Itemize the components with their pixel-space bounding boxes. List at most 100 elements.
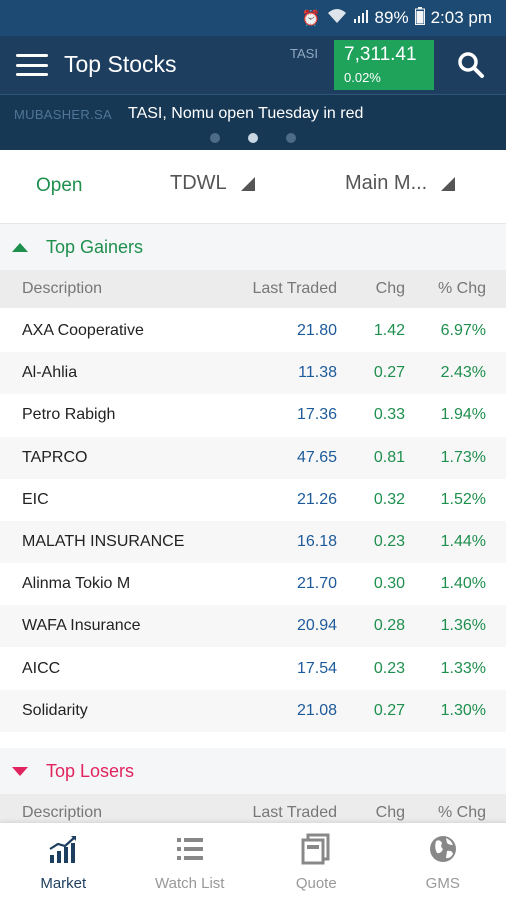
index-value: 7,311.41: [344, 44, 417, 65]
percent-change-value: 1.94%: [440, 406, 486, 424]
search-icon[interactable]: [456, 50, 486, 80]
filter-row: Open TDWL Main M...: [0, 150, 506, 224]
hamburger-menu-icon[interactable]: [16, 54, 48, 76]
last-traded-value: 17.54: [296, 659, 337, 677]
market-chart-icon: [49, 836, 77, 863]
change-value: 1.42: [373, 322, 405, 339]
index-ticker[interactable]: 7,311.41 0.02%: [334, 40, 434, 90]
nav-watch-list-label: Watch List: [155, 875, 225, 892]
caret-up-icon: [12, 242, 28, 252]
quote-icon: [301, 833, 330, 865]
stock-name: AICC: [22, 659, 61, 677]
table-row[interactable]: Petro Rabigh 17.36 0.33 1.94%: [0, 394, 506, 436]
change-value: 0.33: [373, 406, 405, 424]
col-pct-chg[interactable]: % Chg: [437, 280, 486, 297]
change-value: 0.23: [373, 533, 405, 550]
stock-name: Petro Rabigh: [22, 406, 116, 424]
stock-name: MALATH INSURANCE: [22, 533, 185, 550]
top-gainers-header[interactable]: Top Gainers: [0, 224, 506, 270]
exchange-dropdown[interactable]: TDWL: [170, 172, 255, 195]
clock: 2:03 pm: [430, 8, 492, 27]
dropdown-triangle-icon: [240, 176, 255, 191]
status-bar: ⏰ 89% 2:03 pm: [0, 0, 506, 36]
last-traded-value: 47.65: [296, 448, 337, 466]
table-row[interactable]: MALATH INSURANCE 16.18 0.23 1.44%: [0, 521, 506, 563]
col-last-traded[interactable]: Last Traded: [252, 280, 338, 297]
last-traded-value: 21.26: [296, 490, 337, 508]
table-row[interactable]: TAPRCO 47.65 0.81 1.73%: [0, 436, 506, 479]
col-chg[interactable]: Chg: [375, 280, 405, 297]
last-traded-value: 17.36: [296, 406, 337, 424]
last-traded-value: 21.08: [296, 701, 337, 719]
change-value: 0.30: [373, 575, 405, 593]
last-traded-value: 21.80: [296, 322, 337, 339]
change-value: 0.28: [373, 617, 405, 635]
table-row[interactable]: AICC 17.54 0.23 1.33%: [0, 648, 506, 690]
bottom-nav: Market Watch List Quote GMS: [0, 822, 506, 900]
carousel-dot[interactable]: [286, 133, 296, 143]
caret-down-icon: [12, 766, 28, 776]
news-ticker[interactable]: MUBASHER.SA TASI, Nomu open Tuesday in r…: [0, 94, 506, 150]
wifi-icon: [327, 8, 347, 28]
nav-quote[interactable]: Quote: [253, 823, 380, 900]
market-value: Main M...: [345, 172, 428, 194]
carousel-dots: [0, 133, 506, 143]
stock-name: AXA Cooperative: [22, 322, 144, 339]
top-gainers-title: Top Gainers: [46, 236, 144, 257]
table-row[interactable]: Solidarity 21.08 0.27 1.30%: [0, 689, 506, 732]
percent-change-value: 1.30%: [440, 701, 486, 719]
stock-name: Solidarity: [22, 701, 88, 719]
change-value: 0.23: [373, 659, 405, 677]
table-row[interactable]: EIC 21.26 0.32 1.52%: [0, 479, 506, 521]
news-headline[interactable]: TASI, Nomu open Tuesday in red: [128, 105, 364, 122]
top-losers-header[interactable]: Top Losers: [0, 748, 506, 794]
stock-name: Alinma Tokio M: [22, 575, 131, 593]
stock-name: Al-Ahlia: [22, 364, 78, 382]
last-traded-value: 16.18: [296, 533, 337, 550]
exchange-value: TDWL: [170, 172, 227, 194]
battery-icon: [414, 7, 425, 29]
change-value: 0.81: [373, 448, 405, 466]
market-dropdown[interactable]: Main M...: [345, 172, 456, 195]
carousel-dot-active[interactable]: [248, 133, 258, 143]
stock-name: TAPRCO: [22, 448, 88, 466]
carousel-dot[interactable]: [210, 133, 220, 143]
alarm-icon: ⏰: [301, 10, 321, 27]
nav-quote-label: Quote: [295, 875, 337, 892]
battery-percent: 89%: [374, 8, 409, 27]
nav-market[interactable]: Market: [0, 823, 127, 900]
table-row[interactable]: WAFA Insurance 20.94 0.28 1.36%: [0, 605, 506, 648]
change-value: 0.27: [373, 364, 405, 382]
list-icon: [176, 838, 203, 860]
news-source: MUBASHER.SA: [14, 107, 112, 122]
col-pct-chg[interactable]: % Chg: [437, 804, 486, 821]
globe-icon: [429, 836, 456, 862]
percent-change-value: 1.33%: [440, 659, 486, 677]
last-traded-value: 21.70: [296, 575, 337, 593]
last-traded-value: 11.38: [298, 364, 337, 382]
nav-gms-label: GMS: [425, 875, 460, 892]
table-row[interactable]: Alinma Tokio M 21.70 0.30 1.40%: [0, 563, 506, 605]
top-losers-title: Top Losers: [46, 760, 135, 781]
col-description[interactable]: Description: [22, 280, 103, 297]
nav-gms[interactable]: GMS: [380, 823, 506, 900]
change-value: 0.32: [373, 490, 405, 508]
percent-change-value: 1.40%: [440, 575, 486, 593]
stock-name: EIC: [22, 490, 49, 508]
index-change: 0.02%: [344, 70, 381, 85]
percent-change-value: 6.97%: [440, 322, 486, 339]
col-chg[interactable]: Chg: [375, 804, 405, 821]
market-status[interactable]: Open: [36, 175, 83, 196]
percent-change-value: 1.73%: [440, 448, 486, 466]
dropdown-triangle-icon: [441, 176, 456, 191]
col-last-traded[interactable]: Last Traded: [252, 804, 338, 821]
table-row[interactable]: Al-Ahlia 11.38 0.27 2.43%: [0, 352, 506, 395]
nav-watch-list[interactable]: Watch List: [127, 823, 254, 900]
col-description[interactable]: Description: [22, 804, 103, 821]
percent-change-value: 1.44%: [440, 533, 486, 550]
nav-market-label: Market: [40, 875, 87, 892]
page-title: Top Stocks: [64, 51, 177, 77]
signal-icon: [353, 8, 369, 28]
gainers-column-headers: Description Last Traded Chg % Chg: [0, 270, 506, 308]
table-row[interactable]: AXA Cooperative 21.80 1.42 6.97%: [0, 310, 506, 352]
